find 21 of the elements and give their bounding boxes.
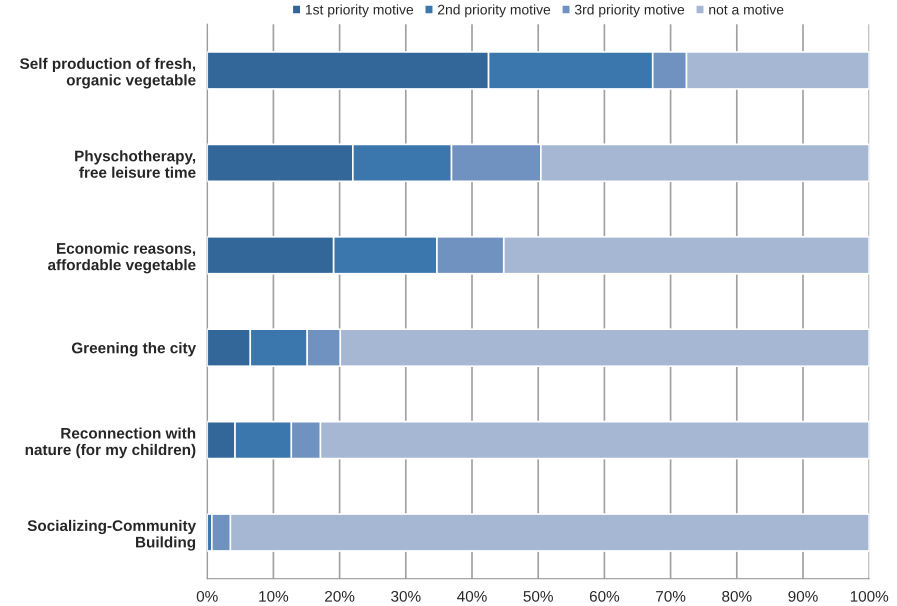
y-tick-label: Self production of fresh, organic vegetable: [20, 58, 196, 89]
x-tick-label: 20%: [325, 590, 354, 602]
y-tick-label: Socializing-Community Building: [28, 520, 196, 551]
y-tick-label: Economic reasons, affordable vegetable: [48, 242, 196, 274]
x-tick-label: 50%: [524, 590, 553, 602]
x-tick-label: 30%: [391, 590, 421, 602]
x-tick-label: 70%: [656, 590, 686, 602]
x-tick-label: 60%: [590, 590, 620, 602]
x-tick-label: 90%: [788, 590, 818, 602]
legend-label: not a motive: [709, 4, 784, 15]
y-tick-label: Greening the city: [72, 342, 196, 356]
legend-label: 1st priority motive: [306, 4, 414, 18]
legend-label: 2nd priority motive: [438, 4, 550, 18]
x-tick-label: 40%: [457, 590, 487, 602]
x-tick-label: 0%: [196, 590, 218, 602]
x-tick-label: 10%: [259, 590, 288, 602]
x-tick-label: 100%: [850, 590, 888, 602]
legend-label: 3rd priority motive: [574, 4, 684, 18]
x-tick-label: 80%: [722, 590, 752, 602]
y-tick-label: Reconnection with nature (for my children): [26, 427, 196, 458]
y-tick-label: Physchotherapy, free leisure time: [75, 150, 196, 178]
